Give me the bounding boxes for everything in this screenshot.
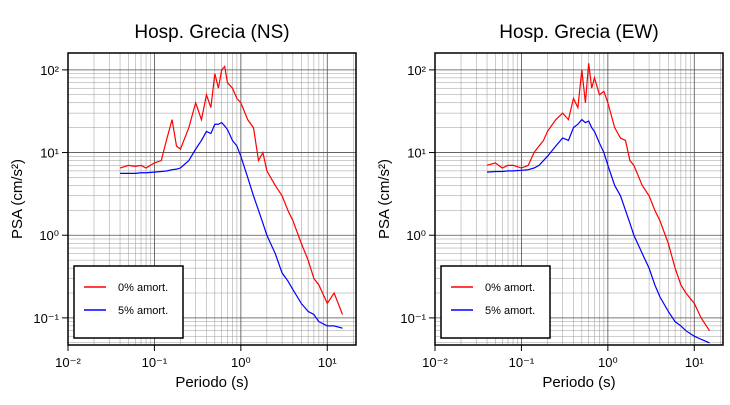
x-tick-label: 10⁻² [55, 355, 81, 370]
chart-title: Hosp. Grecia (EW) [499, 22, 658, 43]
series-line [486, 63, 710, 332]
y-tick-label: 10⁰ [39, 228, 59, 243]
y-axis-label: PSA (cm/s²) [9, 159, 26, 239]
x-axis-label: Periodo (s) [175, 374, 248, 391]
legend-label: 0% amort. [485, 282, 535, 294]
x-tick-label: 10¹ [318, 355, 337, 370]
y-tick-label: 10¹ [40, 146, 59, 161]
series-line [120, 121, 343, 329]
y-tick-label: 10⁻¹ [33, 311, 59, 326]
x-tick-label: 10⁰ [598, 355, 618, 370]
y-tick-label: 10² [407, 63, 426, 78]
chart-panel: Hosp. Grecia (EW) 10⁻² 10⁻¹ 10⁰ 10¹ 10⁻¹ 10⁰ 10… [376, 22, 724, 391]
x-axis-label: Periodo (s) [542, 374, 615, 391]
x-tick-label: 10⁻² [422, 355, 448, 370]
x-tick-label: 10⁰ [231, 355, 251, 370]
x-tick-label: 10⁻¹ [509, 355, 535, 370]
y-tick-label: 10¹ [407, 146, 426, 161]
x-tick-label: 10⁻¹ [142, 355, 168, 370]
series-line [119, 65, 344, 315]
y-tick-label: 10² [40, 63, 59, 78]
y-axis-label: PSA (cm/s²) [376, 159, 393, 239]
legend-label: 0% amort. [118, 282, 168, 294]
chart-panel: Hosp. Grecia (NS) 10⁻² 10⁻¹ 10⁰ 10¹ 10⁻¹ 10⁰ 10… [9, 22, 357, 391]
y-tick-label: 10⁻¹ [400, 311, 426, 326]
y-tick-label: 10⁰ [406, 228, 426, 243]
legend-label: 5% amort. [118, 305, 168, 317]
legend-label: 5% amort. [485, 305, 535, 317]
plot-frame [434, 52, 724, 346]
plot-frame [67, 52, 357, 346]
series-line [486, 118, 710, 344]
chart-title: Hosp. Grecia (NS) [134, 22, 289, 43]
legend-box [73, 265, 184, 339]
x-tick-label: 10¹ [685, 355, 704, 370]
legend-box [440, 265, 551, 339]
